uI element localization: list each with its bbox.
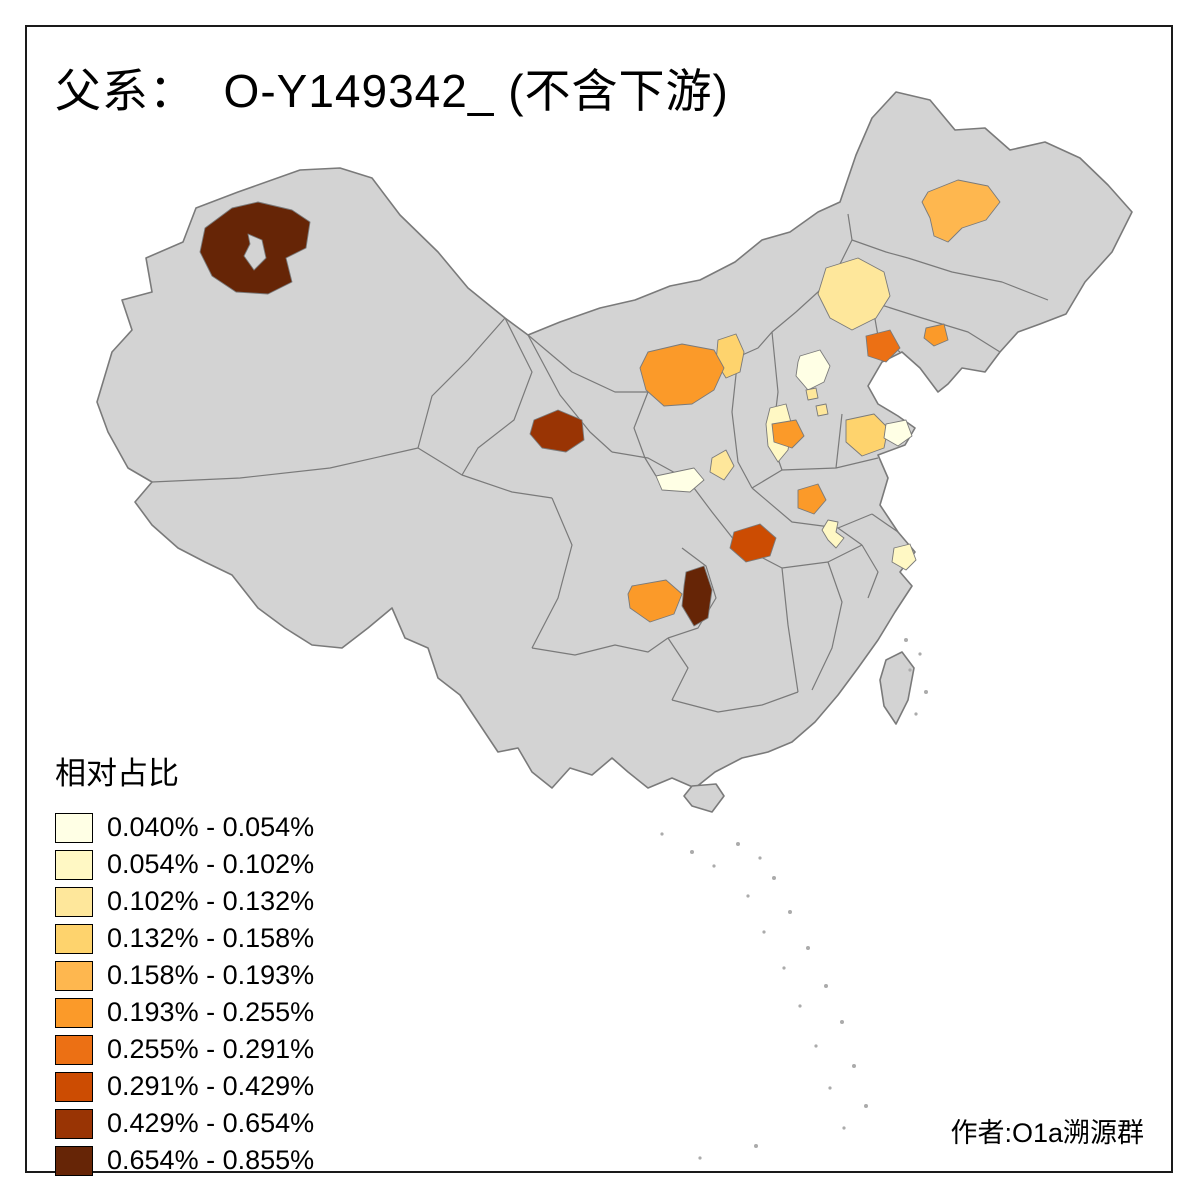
legend-title: 相对占比 xyxy=(55,756,179,791)
legend-item: 0.291% - 0.429% xyxy=(55,1068,314,1105)
hainan-island xyxy=(683,783,725,813)
map-region-05 xyxy=(639,343,725,407)
legend-label: 0.054% - 0.102% xyxy=(107,849,315,879)
map-region-12 xyxy=(845,413,889,457)
legend-item: 0.255% - 0.291% xyxy=(55,1031,314,1068)
legend-swatch xyxy=(55,1071,93,1102)
map-region-20 xyxy=(729,523,777,563)
legend-swatch xyxy=(55,1145,93,1176)
map-region-01 xyxy=(199,201,311,295)
map-region-07 xyxy=(923,323,949,347)
legend-item: 0.054% - 0.102% xyxy=(55,846,314,883)
legend-label: 0.291% - 0.429% xyxy=(107,1071,315,1101)
legend-swatch xyxy=(55,849,93,880)
map-region-23 xyxy=(891,543,917,571)
legend-item: 0.429% - 0.654% xyxy=(55,1105,314,1142)
legend-label: 0.158% - 0.193% xyxy=(107,960,315,990)
legend-label: 0.102% - 0.132% xyxy=(107,886,315,916)
legend-label: 0.132% - 0.158% xyxy=(107,923,315,953)
map-region-19 xyxy=(821,519,845,549)
legend-swatch xyxy=(55,812,93,843)
legend-label: 0.193% - 0.255% xyxy=(107,997,315,1027)
legend-swatch xyxy=(55,923,93,954)
map-region-21 xyxy=(681,565,713,627)
legend-label: 0.255% - 0.291% xyxy=(107,1034,315,1064)
south-china-sea-islands xyxy=(660,638,928,1160)
legend-label: 0.429% - 0.654% xyxy=(107,1108,315,1138)
legend-label: 0.040% - 0.054% xyxy=(107,812,315,842)
map-region-16 xyxy=(655,467,705,493)
legend-item: 0.158% - 0.193% xyxy=(55,957,314,994)
legend-item: 0.102% - 0.132% xyxy=(55,883,314,920)
map-region-09 xyxy=(805,387,819,401)
map-region-14 xyxy=(815,403,829,417)
legend-item: 0.040% - 0.054% xyxy=(55,809,314,846)
author-credit: 作者:O1a溯源群 xyxy=(950,1118,1144,1148)
legend-swatch xyxy=(55,1108,93,1139)
legend-item: 0.132% - 0.158% xyxy=(55,920,314,957)
map-region-18 xyxy=(797,483,827,515)
map-region-08 xyxy=(795,349,831,391)
map-region-06 xyxy=(865,329,901,363)
legend-item: 0.193% - 0.255% xyxy=(55,994,314,1031)
page-title: 父系： O-Y149342_ (不含下游) xyxy=(55,65,729,117)
map-region-13 xyxy=(883,419,913,447)
legend-swatch xyxy=(55,997,93,1028)
legend-swatch xyxy=(55,886,93,917)
legend-swatch xyxy=(55,960,93,991)
map-region-02 xyxy=(921,179,1001,243)
map-region-22 xyxy=(627,579,683,623)
taiwan-island xyxy=(879,651,915,725)
legend-label: 0.654% - 0.855% xyxy=(107,1145,315,1175)
map-legend: 相对占比 0.040% - 0.054% 0.054% - 0.102% 0.1… xyxy=(55,748,314,1179)
map-region-11 xyxy=(771,419,805,449)
map-region-17 xyxy=(709,449,735,481)
legend-item: 0.654% - 0.855% xyxy=(55,1142,314,1179)
map-region-03 xyxy=(817,257,891,331)
legend-swatch xyxy=(55,1034,93,1065)
map-region-15 xyxy=(529,409,585,453)
colored-regions xyxy=(199,179,1001,627)
image-border-frame xyxy=(25,25,1173,1173)
